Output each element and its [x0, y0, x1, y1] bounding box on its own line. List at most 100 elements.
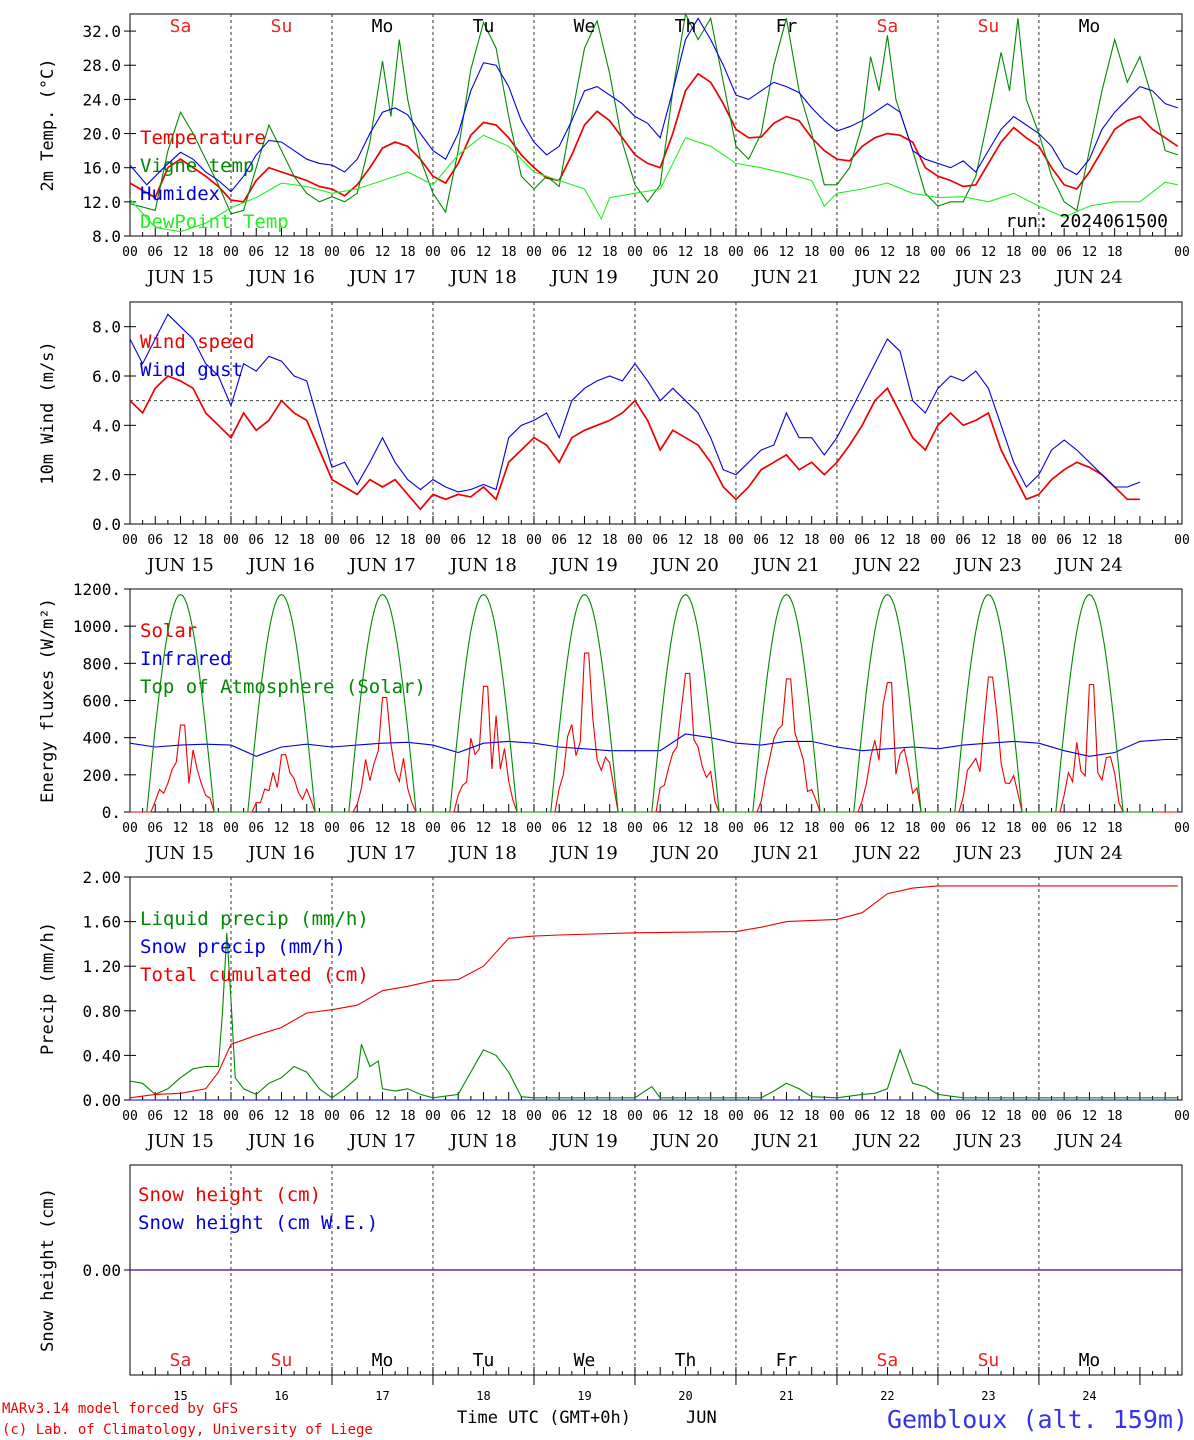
hour-tick-label: 18: [1107, 533, 1123, 548]
series-line-temperature: [129, 72, 1179, 203]
hour-tick-label: 12: [880, 821, 896, 836]
hour-tick-label: 00: [122, 1109, 138, 1124]
hour-tick-label-end: 00: [1174, 533, 1190, 548]
date-label: JUN 23: [953, 555, 1022, 576]
hour-tick-label: 00: [930, 821, 946, 836]
hour-tick-label: 18: [905, 821, 921, 836]
hour-tick-label: 12: [173, 821, 189, 836]
hour-tick-label: 00: [324, 821, 340, 836]
panel-4: 0.00 0.40 0.80 1.20 1.60 2.00 Precip (mm/h) Liq…: [38, 868, 1190, 1152]
date-label: JUN 19: [549, 1131, 618, 1152]
hour-tick-label: 00: [728, 245, 744, 260]
hour-tick-label: 06: [248, 1109, 264, 1124]
day-name-label: Fr: [776, 16, 798, 37]
hour-tick-label: 00: [425, 821, 441, 836]
hour-tick-label: 06: [1056, 533, 1072, 548]
day-name-label: Tu: [473, 16, 495, 37]
panel-frame: [129, 588, 1183, 813]
hour-tick-label: 12: [678, 533, 694, 548]
hour-tick-label: 18: [703, 245, 719, 260]
series-line-wind-speed: [129, 375, 1140, 511]
hour-tick-label: 12: [476, 1109, 492, 1124]
hour-tick-label-end: 00: [1174, 821, 1190, 836]
hour-tick-label: 12: [375, 1109, 391, 1124]
hour-tick-label: 18: [198, 245, 214, 260]
hour-tick-label: 12: [981, 245, 997, 260]
date-label: JUN 19: [549, 267, 618, 288]
hour-tick-label: 12: [274, 821, 290, 836]
hour-tick-label: 00: [324, 533, 340, 548]
y-tick-label: 12.0: [82, 193, 121, 212]
hour-tick-label: 00: [425, 245, 441, 260]
footer-credit-line1: MARv3.14 model forced by GFS: [2, 1401, 238, 1417]
series-line-wind-gust: [129, 313, 1141, 493]
hour-tick-label: 06: [551, 821, 567, 836]
hour-tick-label: 06: [1056, 1109, 1072, 1124]
hour-tick-label: 00: [930, 245, 946, 260]
date-label: JUN 19: [549, 843, 618, 864]
hour-tick-label: 00: [526, 1109, 542, 1124]
legend-entry: Wind speed: [140, 331, 254, 353]
series-line-dewpoint-temp: [129, 134, 1178, 233]
hour-tick-label: 00: [829, 533, 845, 548]
hour-tick-label: 12: [779, 533, 795, 548]
legend-entry: Top of Atmosphere (Solar): [140, 676, 426, 698]
hour-tick-label: 06: [753, 1109, 769, 1124]
y-tick-label: 1200.: [73, 580, 121, 599]
hour-tick-label: 18: [501, 821, 517, 836]
date-label: JUN 20: [650, 555, 719, 576]
y-tick-label: 400.: [82, 729, 121, 748]
date-label: JUN 22: [852, 1131, 921, 1152]
day-number-label: 22: [880, 1389, 894, 1403]
day-name-label: Tu: [473, 1350, 495, 1371]
hour-tick-label: 06: [652, 533, 668, 548]
panel-frame: [129, 301, 1183, 525]
day-number-label: 21: [779, 1389, 793, 1403]
hour-tick-label: 06: [854, 821, 870, 836]
y-tick-label: 8.0: [92, 318, 121, 337]
hour-tick-label: 00: [728, 533, 744, 548]
legend-entry: Humidex: [140, 183, 220, 205]
hour-tick-label: 12: [577, 821, 593, 836]
hour-tick-label: 18: [1006, 533, 1022, 548]
hour-tick-label: 06: [450, 821, 466, 836]
hour-tick-label: 12: [678, 821, 694, 836]
hour-tick-label: 18: [501, 1109, 517, 1124]
y-tick-label: 28.0: [82, 56, 121, 75]
series-line-liquid-precip-mm-h-: [129, 932, 1178, 1099]
hour-tick-label: 18: [400, 245, 416, 260]
hour-tick-label: 18: [1006, 821, 1022, 836]
hour-tick-label: 18: [1107, 245, 1123, 260]
hour-tick-label: 18: [905, 245, 921, 260]
hour-tick-label: 18: [400, 533, 416, 548]
day-name-label: Su: [271, 1350, 293, 1371]
date-label: JUN 16: [246, 843, 315, 864]
day-name-label: Su: [978, 1350, 1000, 1371]
hour-tick-label: 18: [1006, 1109, 1022, 1124]
hour-tick-label: 12: [375, 533, 391, 548]
legend-entry: Temperature: [140, 127, 266, 149]
hour-tick-label-end: 00: [1174, 245, 1190, 260]
hour-tick-label: 06: [349, 245, 365, 260]
date-label: JUN 18: [448, 1131, 517, 1152]
hour-tick-label: 06: [450, 533, 466, 548]
hour-tick-label: 18: [804, 245, 820, 260]
day-name-label: Sa: [170, 16, 192, 37]
hour-tick-label: 06: [955, 533, 971, 548]
hour-tick-label: 06: [147, 1109, 163, 1124]
date-label: JUN 15: [145, 1131, 214, 1152]
hour-tick-label: 06: [450, 245, 466, 260]
day-number-label: 15: [173, 1389, 187, 1403]
day-name-label: Th: [675, 1350, 697, 1371]
hour-tick-label: 00: [223, 821, 239, 836]
hour-tick-label: 06: [248, 245, 264, 260]
hour-tick-label: 12: [476, 533, 492, 548]
hour-tick-label: 18: [1107, 1109, 1123, 1124]
panel-2: 0.0 2.0 4.0 6.0 8.0 10m Wind (m/s) Wind speed W…: [38, 301, 1190, 576]
date-label: JUN 24: [1054, 843, 1123, 864]
day-number-label: 20: [678, 1389, 692, 1403]
day-name-label: Mo: [372, 16, 394, 37]
day-name-label: Sa: [877, 16, 899, 37]
panel-5: 0.00 Snow height (cm) Snow height (cm) Snow…: [38, 1164, 1183, 1403]
